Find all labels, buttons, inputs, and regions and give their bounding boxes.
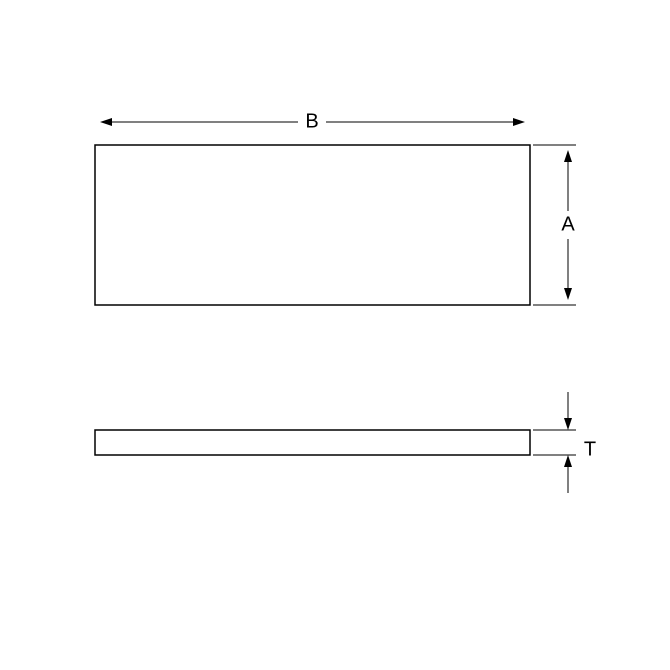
dimension-label-a: A — [561, 213, 575, 235]
dimension-b: B — [100, 110, 525, 133]
dimension-a: A — [533, 145, 579, 305]
dimension-label-b: B — [305, 110, 318, 132]
dimension-t: T — [533, 392, 596, 493]
rect-thickness-view — [95, 430, 530, 455]
dimension-label-t: T — [584, 438, 596, 460]
rect-front-view — [95, 145, 530, 305]
technical-drawing: B A T — [0, 0, 670, 670]
